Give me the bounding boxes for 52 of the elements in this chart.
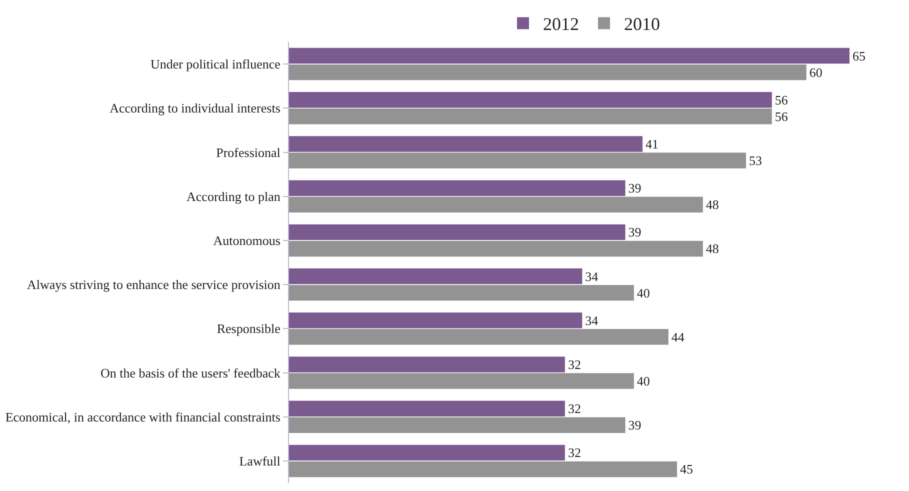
bar: [289, 373, 634, 389]
bar: [289, 196, 703, 212]
bar: [289, 92, 772, 108]
data-label: 39: [628, 224, 642, 240]
bar: [289, 108, 772, 124]
data-label: 40: [636, 285, 650, 300]
y-tick-label: Professional: [216, 144, 281, 160]
data-label: 39: [628, 180, 642, 196]
data-label: 41: [646, 136, 659, 152]
bar: [289, 400, 565, 416]
y-tick-label: Lawfull: [239, 454, 281, 468]
bar: [289, 240, 703, 257]
y-tick-label: Economical, in accordance with financial constraints: [5, 409, 280, 424]
data-label: 65: [852, 48, 866, 64]
bar: [289, 417, 626, 433]
data-label: 34: [585, 312, 599, 328]
bar: [289, 268, 582, 284]
bar: [289, 312, 582, 328]
bar: [289, 64, 806, 80]
bar: [289, 356, 565, 372]
data-label: 56: [774, 108, 788, 124]
bar: [289, 444, 565, 461]
data-label: 48: [706, 197, 719, 212]
y-tick-label: On the basis of the users' feedback: [100, 365, 281, 380]
legend-label: 2012: [543, 14, 579, 34]
bar: [289, 136, 643, 152]
y-tick-label: Under political influence: [150, 56, 281, 72]
bar: [289, 284, 634, 301]
bar: [289, 461, 678, 478]
data-label: 32: [568, 356, 581, 372]
bar: [289, 224, 626, 240]
data-label: 45: [680, 462, 694, 477]
bar: [289, 48, 850, 64]
data-label: 39: [628, 418, 642, 433]
data-label: 40: [636, 374, 650, 389]
y-tick-label: According to individual interests: [110, 100, 280, 116]
bar: [289, 329, 668, 345]
y-tick-label: Always striving to enhance the service provision: [26, 277, 281, 292]
data-label: 60: [809, 64, 822, 80]
data-label: 48: [706, 241, 719, 256]
data-label: 53: [749, 153, 762, 168]
data-label: 56: [774, 92, 788, 108]
y-tick-label: Responsible: [216, 321, 281, 336]
data-label: 32: [568, 401, 581, 416]
y-tick-label: Autonomous: [213, 233, 280, 248]
data-label: 44: [671, 329, 685, 344]
bar: [289, 180, 626, 196]
data-label: 34: [585, 268, 599, 284]
data-label: 32: [568, 445, 581, 460]
y-tick-label: According to plan: [186, 188, 281, 204]
bar: [289, 152, 746, 168]
legend-label: 2010: [624, 14, 660, 34]
